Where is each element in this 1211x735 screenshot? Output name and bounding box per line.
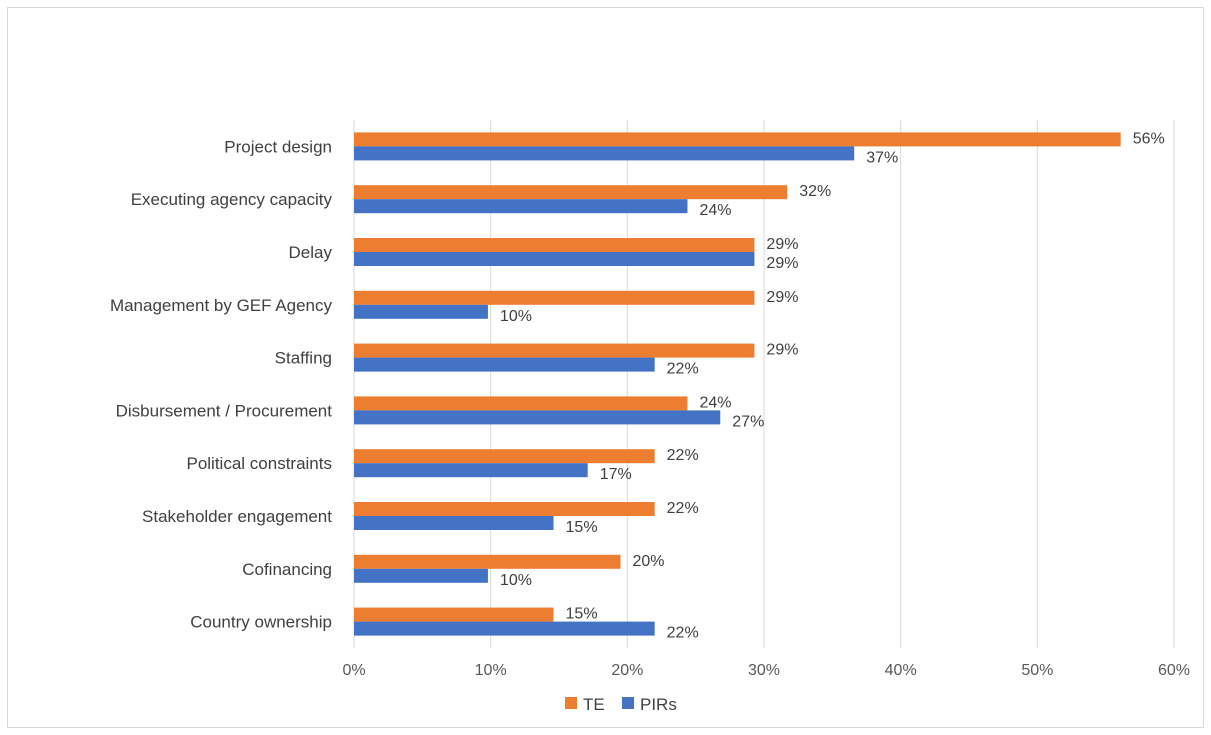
category-label: Political constraints [186,454,332,473]
data-label-te: 29% [766,289,798,306]
data-label-te: 22% [667,500,699,517]
x-tick-label: 10% [475,662,507,679]
bar-te-1 [354,185,788,200]
legend-label-te: TE [583,695,605,714]
data-label-pirs: 24% [699,202,731,219]
category-label: Disbursement / Procurement [116,401,333,420]
data-label-te: 20% [633,553,665,570]
category-label: Executing agency capacity [131,190,333,209]
data-label-pirs: 22% [667,361,699,378]
data-label-pirs: 27% [732,413,764,430]
bar-pirs-8 [354,568,488,583]
bar-te-8 [354,554,621,569]
bar-pirs-5 [354,410,721,425]
category-label: Country ownership [190,613,332,632]
data-label-te: 29% [766,236,798,253]
bar-te-5 [354,396,688,411]
category-label: Delay [289,243,333,262]
bar-te-2 [354,238,755,252]
bar-pirs-3 [354,304,488,319]
data-label-pirs: 15% [566,519,598,536]
x-axis-ticks: 0% 10% 20% 30% 40% 50% 60% [342,662,1190,679]
legend-label-pirs: PIRs [640,695,677,714]
x-tick-label: 50% [1021,662,1053,679]
category-label: Project design [224,137,332,156]
bar-pirs-0 [354,146,855,161]
bar-te-4 [354,343,755,358]
data-label-te: 24% [699,394,731,411]
x-tick-label: 30% [748,662,780,679]
data-labels: 56%37%32%24%29%29%29%10%29%22%24%27%22%1… [500,130,1165,641]
legend-swatch-te [565,697,577,709]
x-tick-label: 60% [1158,662,1190,679]
bar-pirs-1 [354,199,688,214]
bar-te-6 [354,449,655,464]
bar-pirs-7 [354,516,554,530]
bar-te-9 [354,607,554,622]
data-label-te: 15% [566,606,598,623]
data-label-pirs: 10% [500,308,532,325]
data-label-pirs: 29% [766,255,798,272]
bar-te-0 [354,132,1121,147]
bar-pirs-9 [354,621,655,636]
data-label-te: 22% [667,447,699,464]
legend: TE PIRs [565,695,677,714]
x-tick-label: 0% [342,662,365,679]
bar-pirs-4 [354,357,655,372]
data-label-te: 29% [766,342,798,359]
bar-te-3 [354,290,755,305]
data-label-pirs: 17% [600,466,632,483]
x-tick-label: 40% [885,662,917,679]
data-label-te: 32% [799,183,831,200]
data-label-pirs: 22% [667,625,699,642]
bar-pirs-6 [354,463,588,478]
category-label: Cofinancing [242,560,332,579]
bar-te-7 [354,502,655,516]
data-label-pirs: 37% [866,149,898,166]
category-label: Staffing [275,349,332,368]
category-labels: Project design Executing agency capacity D… [110,137,333,631]
legend-swatch-pirs [622,697,634,709]
bar-pirs-2 [354,252,755,266]
data-label-pirs: 10% [500,572,532,589]
category-label: Stakeholder engagement [142,507,332,526]
category-label: Management by GEF Agency [110,296,333,315]
bars [354,132,1121,636]
x-tick-label: 20% [611,662,643,679]
data-label-te: 56% [1133,130,1165,147]
